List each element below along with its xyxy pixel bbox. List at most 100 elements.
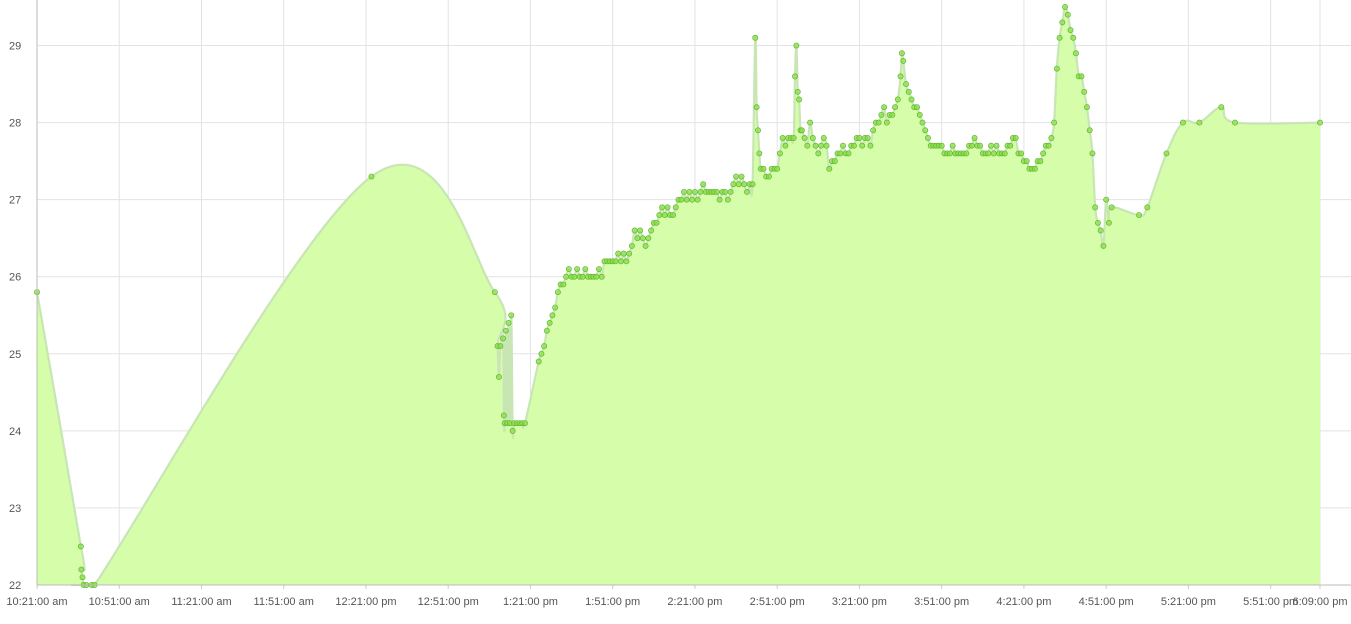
data-point[interactable] bbox=[905, 88, 912, 95]
data-point[interactable] bbox=[724, 196, 731, 203]
data-point[interactable] bbox=[851, 142, 857, 149]
data-point[interactable] bbox=[626, 250, 633, 257]
data-point[interactable] bbox=[752, 34, 759, 41]
data-point[interactable] bbox=[502, 327, 509, 334]
data-point[interactable] bbox=[1097, 227, 1104, 234]
data-point[interactable] bbox=[801, 135, 808, 141]
data-point[interactable] bbox=[938, 142, 945, 149]
data-point[interactable] bbox=[766, 173, 772, 180]
data-point[interactable] bbox=[683, 196, 690, 203]
data-point[interactable] bbox=[1317, 119, 1323, 126]
data-point[interactable] bbox=[368, 173, 375, 180]
data-point[interactable] bbox=[1103, 196, 1110, 203]
data-point[interactable] bbox=[807, 119, 814, 126]
data-point[interactable] bbox=[653, 219, 660, 226]
data-point[interactable] bbox=[79, 574, 86, 581]
data-point[interactable] bbox=[914, 104, 920, 111]
data-point[interactable] bbox=[971, 135, 978, 141]
data-point[interactable] bbox=[735, 181, 742, 188]
data-point[interactable] bbox=[689, 196, 696, 203]
data-point[interactable] bbox=[1064, 11, 1071, 18]
data-point[interactable] bbox=[949, 142, 956, 149]
data-point[interactable] bbox=[1070, 34, 1077, 41]
data-point[interactable] bbox=[637, 227, 644, 234]
data-point[interactable] bbox=[1105, 219, 1112, 226]
data-point[interactable] bbox=[898, 50, 905, 57]
data-point[interactable] bbox=[897, 73, 904, 80]
data-point[interactable] bbox=[722, 189, 729, 195]
data-point[interactable] bbox=[900, 58, 907, 64]
data-point[interactable] bbox=[798, 127, 805, 134]
data-point[interactable] bbox=[491, 289, 498, 296]
data-point[interactable] bbox=[1163, 150, 1170, 157]
data-point[interactable] bbox=[727, 189, 734, 195]
data-point[interactable] bbox=[1018, 150, 1025, 157]
data-point[interactable] bbox=[903, 81, 909, 88]
data-point[interactable] bbox=[522, 420, 528, 427]
data-point[interactable] bbox=[856, 135, 863, 141]
data-point[interactable] bbox=[628, 242, 635, 249]
data-point[interactable] bbox=[1023, 158, 1030, 165]
data-point[interactable] bbox=[500, 412, 507, 419]
data-point[interactable] bbox=[755, 127, 761, 134]
data-point[interactable] bbox=[1179, 119, 1186, 126]
data-point[interactable] bbox=[818, 142, 825, 149]
data-point[interactable] bbox=[1001, 150, 1008, 157]
data-point[interactable] bbox=[612, 258, 619, 265]
data-point[interactable] bbox=[681, 189, 687, 195]
data-point[interactable] bbox=[670, 212, 676, 219]
data-point[interactable] bbox=[779, 135, 786, 141]
data-point[interactable] bbox=[892, 104, 899, 111]
data-point[interactable] bbox=[1078, 73, 1085, 80]
data-point[interactable] bbox=[733, 173, 740, 180]
data-point[interactable] bbox=[554, 289, 561, 296]
data-point[interactable] bbox=[495, 373, 502, 380]
data-point[interactable] bbox=[826, 165, 833, 172]
data-point[interactable] bbox=[1081, 88, 1088, 95]
data-point[interactable] bbox=[563, 273, 570, 280]
data-point[interactable] bbox=[908, 96, 915, 103]
data-point[interactable] bbox=[648, 227, 655, 234]
data-point[interactable] bbox=[639, 235, 646, 242]
data-point[interactable] bbox=[749, 181, 756, 188]
data-point[interactable] bbox=[1144, 204, 1151, 211]
data-point[interactable] bbox=[744, 189, 750, 195]
data-point[interactable] bbox=[656, 212, 663, 219]
data-point[interactable] bbox=[831, 158, 838, 165]
data-point[interactable] bbox=[741, 181, 748, 188]
data-point[interactable] bbox=[1089, 150, 1096, 157]
data-point[interactable] bbox=[678, 196, 685, 203]
data-point[interactable] bbox=[916, 111, 923, 118]
data-point[interactable] bbox=[894, 96, 901, 103]
data-point[interactable] bbox=[792, 73, 798, 80]
data-point[interactable] bbox=[919, 119, 926, 126]
data-point[interactable] bbox=[509, 427, 516, 434]
data-point[interactable] bbox=[508, 312, 515, 319]
data-point[interactable] bbox=[543, 327, 550, 334]
data-point[interactable] bbox=[623, 258, 630, 265]
data-point[interactable] bbox=[815, 150, 822, 157]
data-point[interactable] bbox=[1100, 242, 1107, 249]
data-point[interactable] bbox=[875, 119, 882, 126]
data-point[interactable] bbox=[620, 250, 627, 257]
data-point[interactable] bbox=[1136, 212, 1143, 219]
data-point[interactable] bbox=[571, 273, 578, 280]
data-point[interactable] bbox=[560, 281, 567, 288]
data-point[interactable] bbox=[946, 150, 953, 157]
data-point[interactable] bbox=[579, 273, 586, 280]
data-point[interactable] bbox=[837, 150, 844, 157]
data-point[interactable] bbox=[1051, 119, 1058, 126]
data-point[interactable] bbox=[1040, 150, 1047, 157]
data-point[interactable] bbox=[1086, 127, 1093, 134]
data-point[interactable] bbox=[776, 150, 783, 157]
data-point[interactable] bbox=[1108, 204, 1115, 211]
data-point[interactable] bbox=[756, 150, 763, 157]
data-point[interactable] bbox=[870, 127, 877, 134]
data-point[interactable] bbox=[968, 142, 975, 149]
data-point[interactable] bbox=[694, 196, 701, 203]
data-point[interactable] bbox=[840, 142, 846, 149]
data-point[interactable] bbox=[593, 273, 600, 280]
data-point[interactable] bbox=[661, 212, 668, 219]
data-point[interactable] bbox=[1053, 65, 1060, 72]
data-point[interactable] bbox=[1059, 19, 1066, 26]
